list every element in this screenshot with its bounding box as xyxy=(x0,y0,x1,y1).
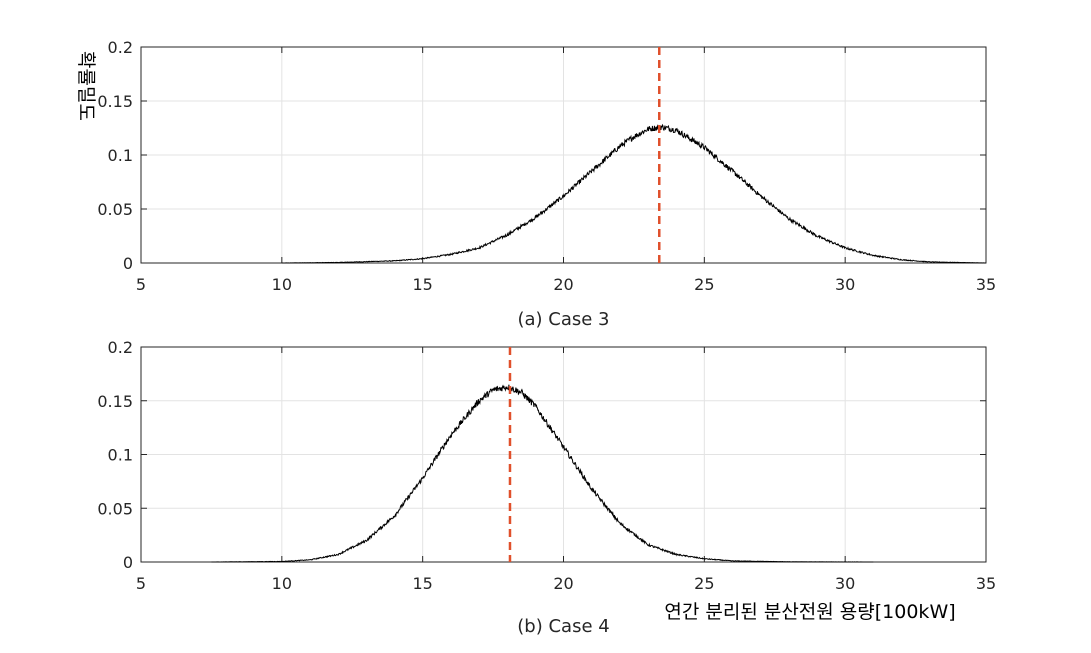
x-tick-label: 10 xyxy=(272,275,292,294)
panel-a-y-axis-label: 확률밀도 xyxy=(75,51,97,121)
panel-a-grid xyxy=(140,46,987,264)
panel-b-x-axis-label: 연간 분리된 분산전원 용량[100kW] xyxy=(664,601,955,623)
panel-b-grid xyxy=(140,346,987,563)
y-tick-label: 0.1 xyxy=(108,446,133,465)
panel-b-density-curve xyxy=(211,384,874,563)
x-tick-label: 5 xyxy=(136,574,146,593)
panel-b: 5 10 15 20 25 30 35 0 0.05 0.1 0.15 0.2 (b) Case 4… xyxy=(97,338,996,637)
x-tick-label: 25 xyxy=(694,574,714,593)
y-tick-label: 0.05 xyxy=(97,499,133,518)
panel-a: 5 10 15 20 25 30 35 0 0.05 0.1 0.15 0.2 (a) Case 3… xyxy=(75,38,996,330)
y-tick-label: 0.2 xyxy=(108,38,133,57)
panel-b-y-ticks: 0 0.05 0.1 0.15 0.2 xyxy=(97,338,986,572)
y-tick-label: 0.15 xyxy=(97,92,133,111)
y-tick-label: 0 xyxy=(123,553,133,572)
y-tick-label: 0.05 xyxy=(97,200,133,219)
panel-a-x-ticks: 5 10 15 20 25 30 35 xyxy=(136,47,996,294)
y-tick-label: 0.1 xyxy=(108,146,133,165)
x-tick-label: 20 xyxy=(553,574,573,593)
y-tick-label: 0 xyxy=(123,254,133,273)
x-tick-label: 5 xyxy=(136,275,146,294)
panel-a-caption: (a) Case 3 xyxy=(517,309,609,330)
x-tick-label: 35 xyxy=(976,275,996,294)
x-tick-label: 20 xyxy=(553,275,573,294)
panel-b-caption: (b) Case 4 xyxy=(517,616,609,637)
x-tick-label: 10 xyxy=(272,574,292,593)
x-tick-label: 30 xyxy=(835,574,855,593)
panel-b-x-ticks: 5 10 15 20 25 30 35 xyxy=(136,347,996,593)
y-tick-label: 0.15 xyxy=(97,392,133,411)
x-tick-label: 30 xyxy=(835,275,855,294)
y-tick-label: 0.2 xyxy=(108,338,133,357)
x-tick-label: 25 xyxy=(694,275,714,294)
x-tick-label: 35 xyxy=(976,574,996,593)
x-tick-label: 15 xyxy=(412,574,432,593)
panel-a-density-curve xyxy=(281,123,986,264)
panel-a-y-ticks: 0 0.05 0.1 0.15 0.2 xyxy=(97,38,986,273)
x-tick-label: 15 xyxy=(412,275,432,294)
